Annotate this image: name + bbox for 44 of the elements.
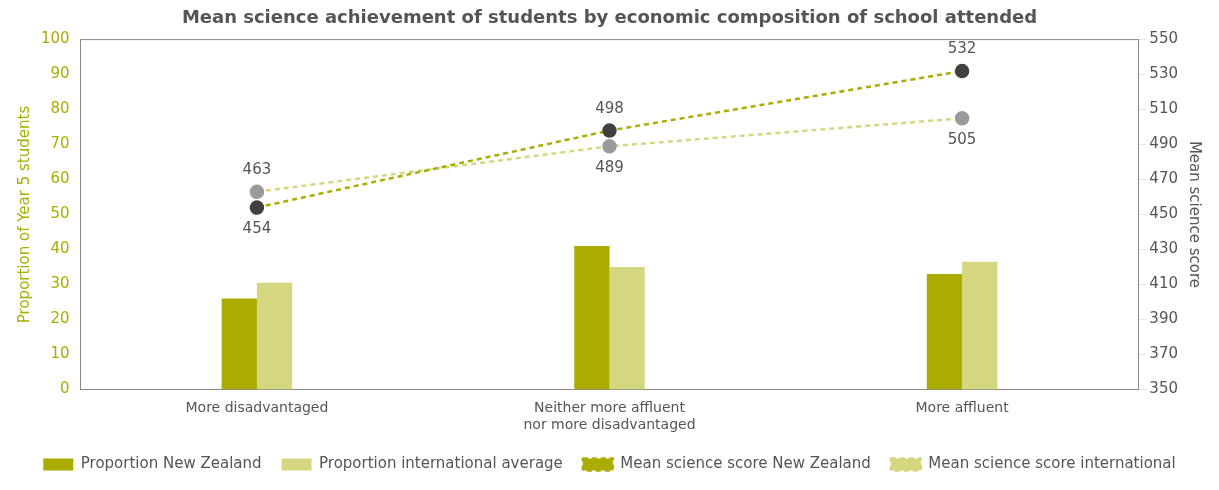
y2-tick-label: 470 [1149, 169, 1179, 188]
y2-axis-title: Mean science score [1186, 140, 1205, 289]
bar [574, 245, 610, 390]
legend-label: Mean science score international [928, 454, 1176, 473]
data-label: 498 [595, 98, 624, 117]
x-tick-label: More disadvantaged [185, 399, 329, 416]
bar [256, 282, 293, 390]
y-tick-label: 90 [50, 64, 70, 83]
data-label: 505 [947, 129, 977, 148]
data-label: 454 [242, 218, 272, 237]
y2-tick-label: 370 [1149, 344, 1179, 363]
x-tick-label: Neither more affluent nor more disadvantaged [523, 399, 696, 433]
bar [962, 261, 998, 390]
y2-tick-label: 350 [1149, 379, 1179, 398]
y-tick-label: 30 [50, 274, 70, 293]
y2-tick-label: 510 [1149, 99, 1179, 118]
legend-label: Proportion New Zealand [80, 454, 262, 473]
y-tick-label: 20 [50, 309, 70, 328]
data-label: 532 [947, 39, 977, 58]
y-tick-label: 50 [50, 204, 70, 223]
y2-tick-label: 450 [1149, 204, 1179, 223]
y-tick-label: 0 [60, 379, 70, 398]
data-label: 463 [242, 160, 272, 179]
y-tick-label: 40 [50, 239, 70, 258]
bar [926, 273, 963, 390]
legend-label: Proportion international average [319, 454, 563, 473]
legend-label: Mean science score New Zealand [620, 454, 871, 473]
bar [609, 266, 645, 390]
y2-tick-label: 430 [1149, 239, 1179, 258]
data-label: 489 [595, 157, 624, 176]
bar [221, 298, 257, 390]
y2-tick-label: 490 [1149, 134, 1179, 153]
y-tick-label: 10 [50, 344, 70, 363]
y-tick-label: 100 [40, 29, 70, 48]
y-tick-label: 70 [50, 134, 70, 153]
y2-tick-label: 550 [1149, 29, 1179, 48]
y2-tick-label: 410 [1149, 274, 1179, 293]
y-tick-label: 80 [50, 99, 70, 118]
y2-tick-label: 530 [1149, 64, 1179, 83]
chart-title: Mean science achievement of students by economic composition of school attended [181, 6, 1038, 28]
y-tick-label: 60 [50, 169, 70, 188]
y2-tick-label: 390 [1149, 309, 1179, 328]
x-tick-label: More affluent [915, 399, 1010, 416]
y-axis-title: Proportion of Year 5 students [14, 105, 33, 324]
